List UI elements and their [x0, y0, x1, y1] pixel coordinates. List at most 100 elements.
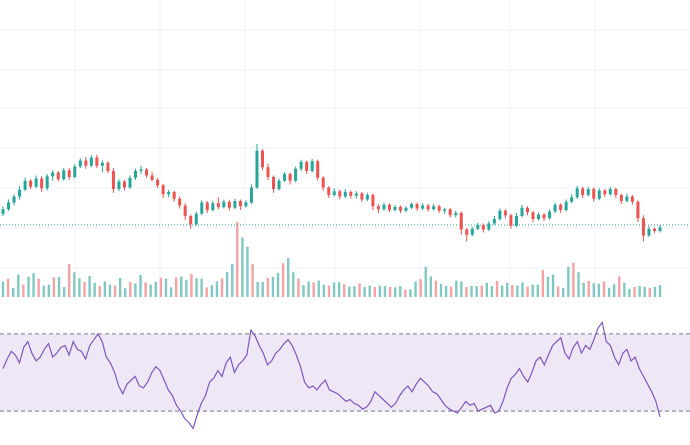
candle	[514, 213, 518, 228]
volume-bar	[129, 281, 132, 297]
volume-bar	[658, 285, 662, 297]
candle	[603, 189, 607, 198]
volume-bar	[546, 276, 550, 297]
candle	[503, 209, 507, 219]
candle	[404, 206, 408, 213]
volume-bar	[490, 286, 494, 297]
volume-bar	[653, 286, 657, 297]
candle	[641, 215, 645, 242]
volume-bar	[475, 286, 478, 297]
volume-bar	[68, 264, 71, 297]
volume-bar	[159, 277, 163, 297]
candle	[161, 183, 165, 198]
candle	[134, 168, 138, 180]
volume-bar	[169, 287, 173, 297]
volume-bar	[185, 280, 188, 297]
candle	[78, 158, 82, 168]
candle	[73, 164, 77, 179]
candle	[625, 193, 629, 203]
candle	[40, 176, 44, 192]
volume-bar	[353, 286, 356, 297]
candle	[310, 159, 314, 173]
candle	[432, 204, 436, 211]
candle	[89, 155, 93, 168]
grid-lines	[0, 0, 690, 300]
candle	[277, 178, 281, 191]
volume-bar	[210, 285, 214, 297]
candle	[23, 177, 27, 192]
volume-bar	[93, 282, 96, 297]
volume-bar	[419, 279, 422, 297]
volume-bar	[83, 281, 86, 297]
volume-bar	[108, 284, 112, 297]
candle	[410, 202, 414, 210]
volume-bar	[378, 285, 382, 297]
volume-bar	[577, 272, 580, 297]
volume-bar	[327, 285, 331, 297]
candle	[481, 223, 485, 233]
volume-bar	[195, 278, 198, 297]
volume-bar	[332, 282, 336, 297]
candle	[465, 228, 469, 242]
volume-bar	[373, 286, 376, 297]
volume-bar	[556, 286, 560, 297]
candle	[570, 194, 574, 204]
volume-bar	[623, 282, 626, 297]
candle	[139, 165, 143, 174]
volume-bar	[628, 288, 631, 297]
volume-bar	[200, 278, 203, 297]
candle	[128, 175, 132, 189]
candle	[1, 206, 5, 216]
candle	[249, 184, 253, 204]
volume-bar	[37, 278, 40, 297]
volume-bar	[302, 285, 305, 297]
volume-bar	[383, 286, 387, 297]
volume-bar	[485, 282, 489, 297]
volume-bar	[1, 281, 5, 297]
candle	[189, 214, 193, 229]
candle	[222, 199, 226, 209]
candle	[575, 186, 579, 199]
candle	[399, 205, 403, 213]
volume-bar	[434, 280, 438, 297]
candle	[34, 175, 38, 189]
volume-bar	[582, 282, 585, 297]
candle	[652, 227, 656, 234]
volume-bar	[47, 284, 51, 297]
volume-bar	[220, 278, 224, 297]
volume-bar	[73, 272, 76, 297]
volume-bar	[618, 276, 621, 297]
candle	[470, 226, 474, 237]
candle	[525, 206, 529, 216]
volume-bar	[6, 278, 10, 297]
volume-bar	[322, 284, 326, 297]
candle	[630, 195, 634, 205]
volume-bar	[57, 276, 61, 297]
volume-bar	[236, 222, 239, 297]
volume-bar	[42, 285, 45, 297]
candle	[244, 200, 248, 208]
volume-bar	[271, 276, 275, 297]
candle	[382, 202, 386, 211]
candle	[238, 199, 242, 210]
volume-bar	[358, 283, 361, 297]
candle	[520, 204, 524, 218]
volume-bar	[317, 280, 320, 297]
volume-bar	[261, 281, 264, 297]
candle	[619, 193, 623, 204]
candle	[354, 191, 358, 199]
candle	[227, 200, 231, 211]
candle	[205, 201, 209, 213]
volume-bar	[368, 285, 371, 297]
volume-bar	[174, 277, 178, 297]
candle	[443, 207, 447, 214]
volume-bar	[597, 283, 601, 297]
volume-bar	[246, 246, 249, 297]
candle	[487, 221, 491, 231]
candle	[216, 197, 220, 210]
volume-bar	[52, 277, 56, 297]
volume-bar	[633, 286, 636, 297]
volume-bar	[205, 287, 208, 297]
